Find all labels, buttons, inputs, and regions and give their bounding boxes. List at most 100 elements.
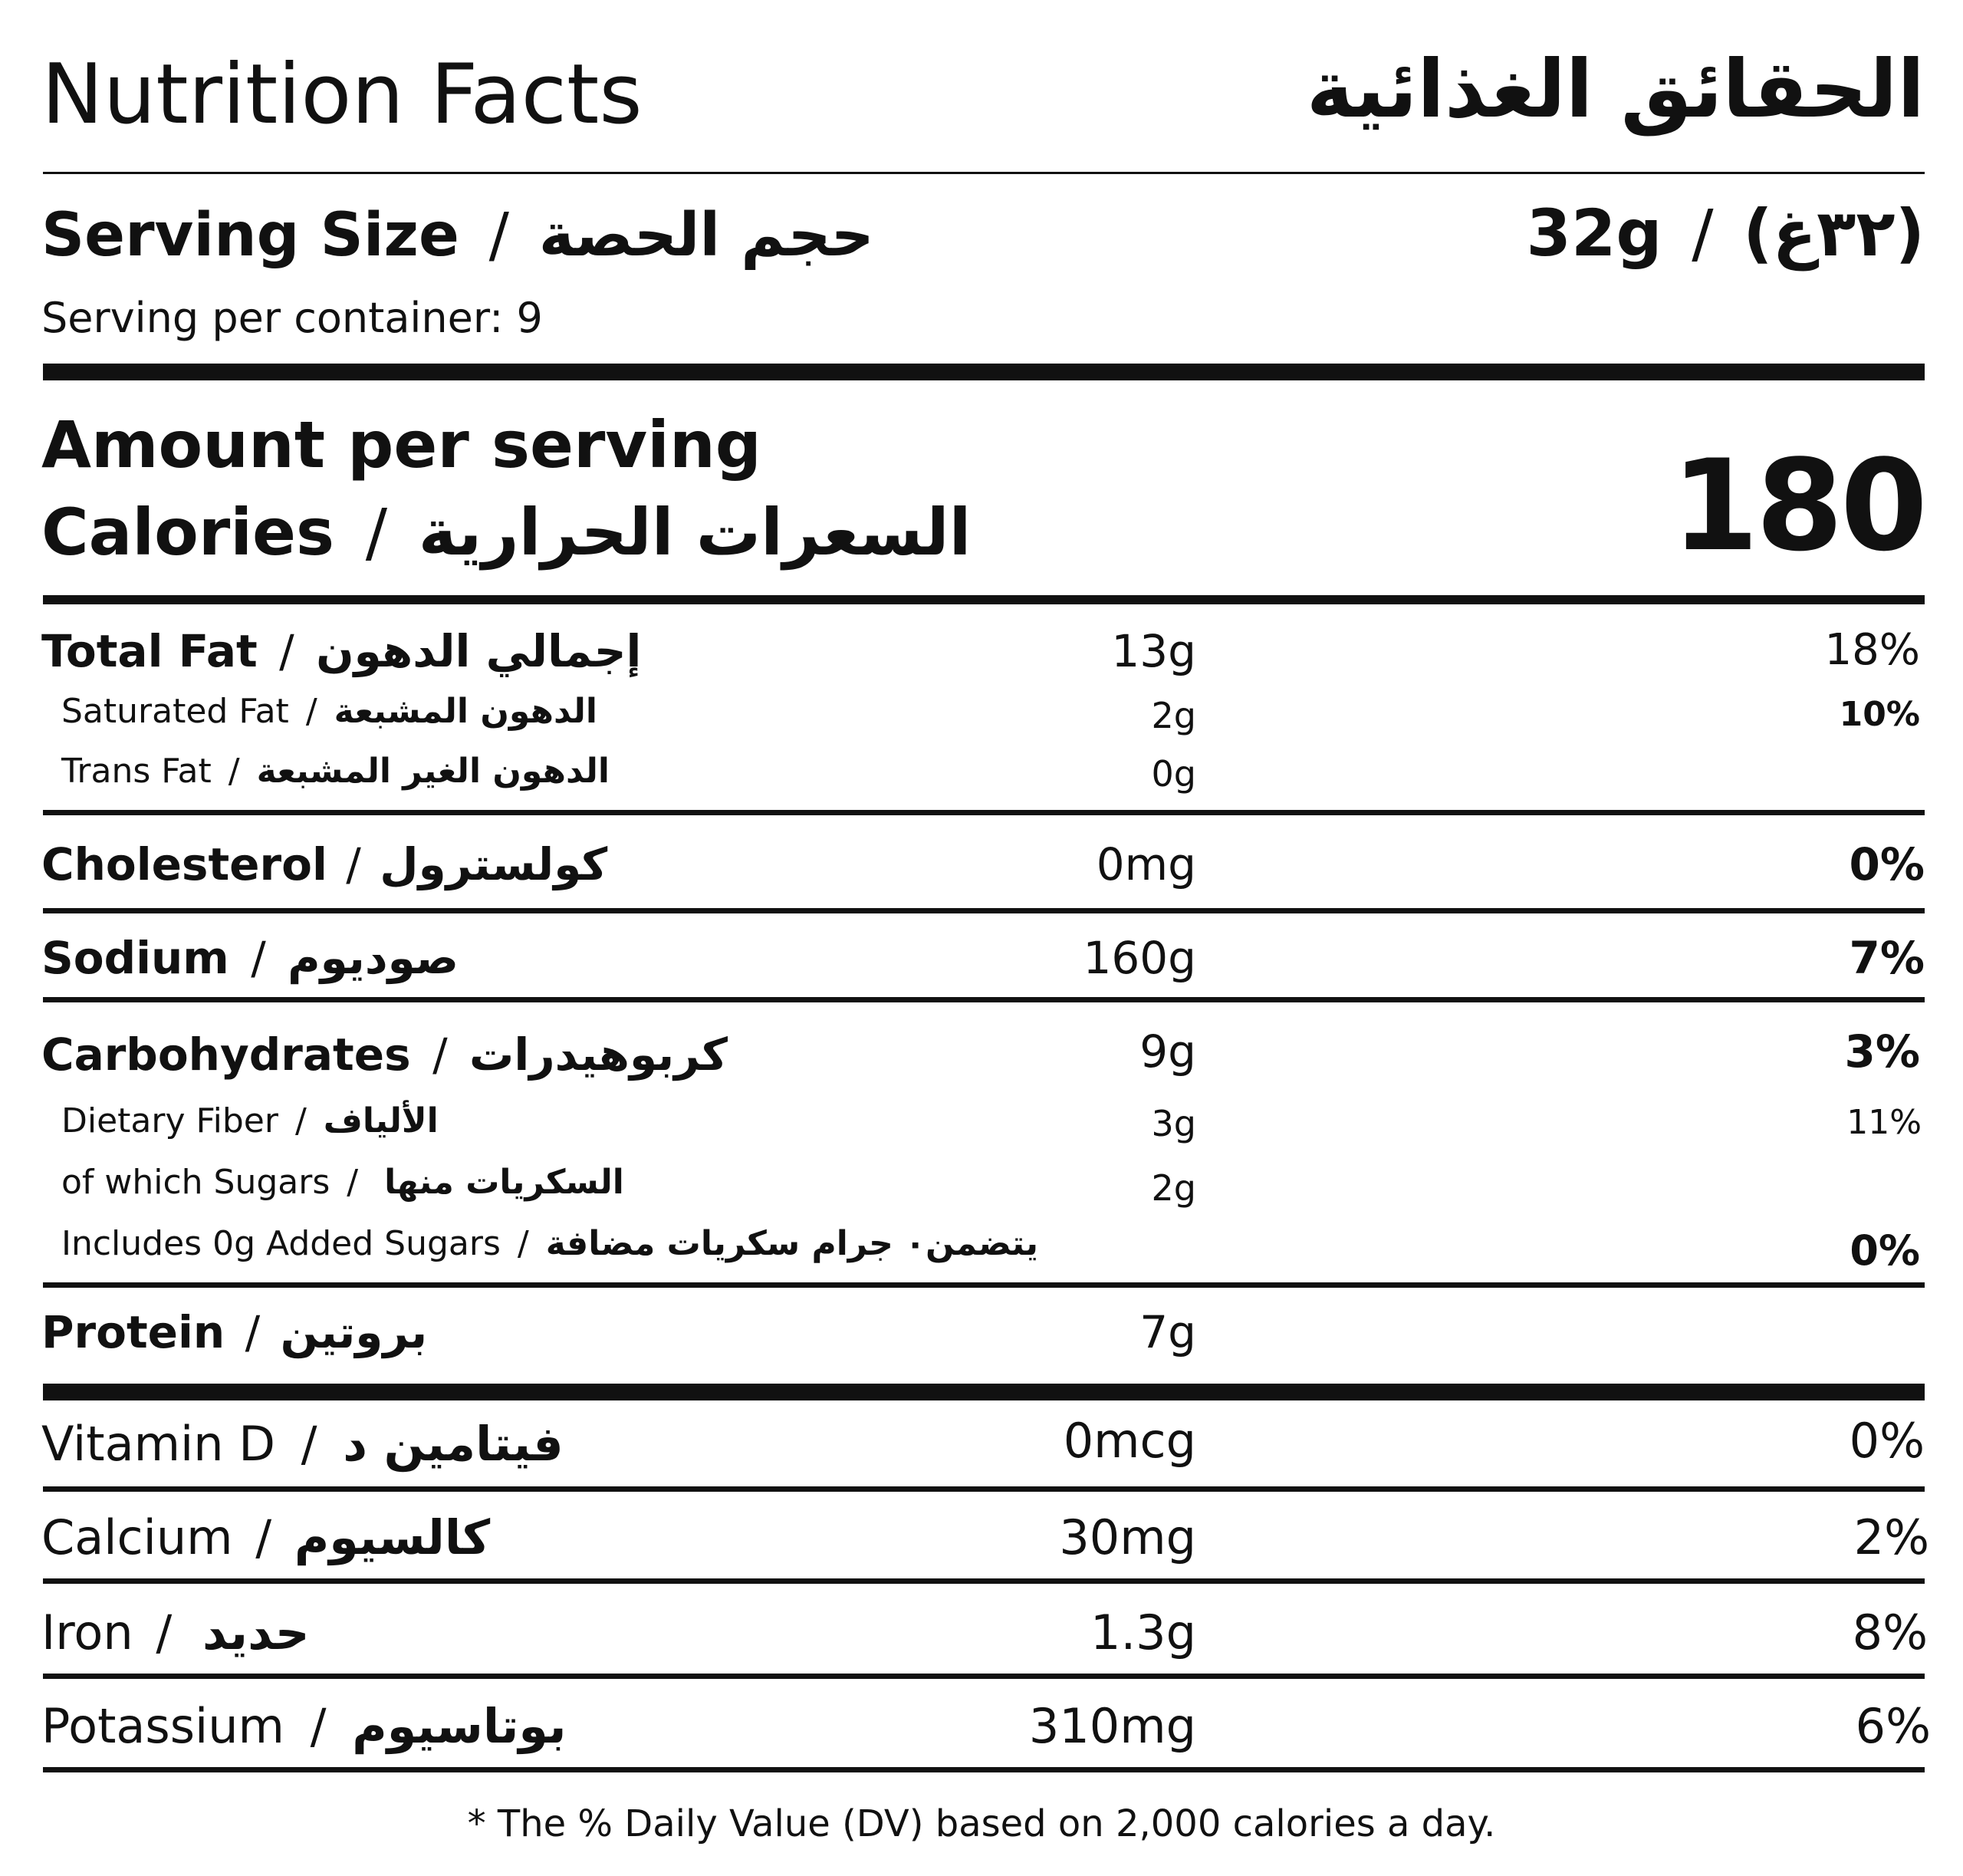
iron-label-en: Iron [41,1604,133,1660]
serving-size-value-en: 32g [1526,196,1662,271]
title-en: Nutrition Facts [41,47,643,143]
vitamin-d-label-en: Vitamin D [41,1416,275,1472]
serving-size-value-row: 32g / (٣٢غ) [1527,201,1925,265]
saturated-fat-separator: / [305,692,317,731]
sugars-amount: 2g [1151,1167,1196,1209]
trans-fat-label-en: Trans Fat [61,752,212,791]
added-sugars-label: Includes 0g Added Sugars / يتضمن٠ جرام س… [61,1227,1038,1261]
carbohydrates-dv: 3% [1844,1025,1920,1078]
carbohydrates-label-ar: كربوهيدرات [469,1029,728,1081]
carbohydrates-label-en: Carbohydrates [41,1029,411,1081]
potassium-label: Potassium / بوتاسيوم [41,1703,567,1750]
iron-dv: 8% [1852,1604,1928,1660]
sodium-divider [43,997,1925,1002]
daily-value-footnote: * The % Daily Value (DV) based on 2,000 … [467,1802,1496,1845]
carbohydrates-separator: / [432,1029,448,1081]
dietary-fiber-amount: 3g [1151,1103,1196,1144]
trans-fat-amount: 0g [1151,753,1196,795]
vitamin-d-separator: / [301,1416,317,1472]
serving-size-separator: / [488,201,509,270]
potassium-label-en: Potassium [41,1698,284,1754]
potassium-dv: 6% [1855,1698,1931,1754]
total-fat-separator: / [279,625,294,677]
added-sugars-label-en: Includes 0g Added Sugars [61,1224,501,1263]
total-fat-label-en: Total Fat [41,625,258,677]
protein-divider [43,1384,1925,1400]
calories-row: Calories / السعرات الحرارية [41,500,971,564]
cholesterol-label-en: Cholesterol [41,838,327,890]
protein-label: Protein / بروتين [41,1310,427,1354]
serving-divider [43,364,1925,380]
calories-separator: / [365,495,388,570]
calcium-divider [43,1578,1925,1584]
serving-size-value-ar: (٣٢غ) [1743,196,1925,271]
vitamin-d-label: Vitamin D / فيتامين د [41,1420,564,1468]
cholesterol-separator: / [346,838,361,890]
calories-label-en: Calories [41,495,335,570]
carbohydrates-divider [43,1282,1925,1288]
vitamin-d-label-ar: فيتامين د [343,1416,564,1472]
calcium-label-ar: كالسيوم [294,1509,491,1565]
iron-separator: / [156,1604,173,1660]
dietary-fiber-label: Dietary Fiber / الألياف [61,1104,439,1138]
calcium-label-en: Calcium [41,1509,233,1565]
total-fat-dv: 18% [1824,625,1920,675]
sodium-separator: / [251,932,266,984]
potassium-label-ar: بوتاسيوم [352,1698,567,1754]
title-ar: الحقائق الغذائية [1306,42,1925,136]
dietary-fiber-label-ar: الألياف [323,1101,439,1140]
sugars-label-ar: السكريات منها [384,1163,624,1202]
saturated-fat-label-en: Saturated Fat [61,692,289,731]
serving-size-value-separator: / [1692,196,1714,271]
protein-label-ar: بروتين [280,1306,428,1358]
sodium-amount: 160g [1083,932,1196,984]
saturated-fat-label-ar: الدهون المشبعة [334,692,597,731]
calcium-separator: / [255,1509,272,1565]
added-sugars-separator: / [517,1224,529,1263]
saturated-fat-amount: 2g [1151,695,1196,736]
calcium-dv: 2% [1853,1509,1929,1565]
total-fat-label-ar: إجمالي الدهون [316,625,642,677]
total-fat-label: Total Fat / إجمالي الدهون [41,629,641,673]
potassium-divider [43,1767,1925,1772]
sodium-label: Sodium / صوديوم [41,936,459,980]
total-fat-amount: 13g [1111,625,1196,677]
serving-size-label-ar: حجم الحصة [538,201,874,270]
calories-label-ar: السعرات الحرارية [418,495,972,570]
vitamin-d-divider [43,1486,1925,1492]
potassium-separator: / [310,1698,327,1754]
sugars-label: of which Sugars / السكريات منها [61,1166,624,1200]
protein-separator: / [245,1306,261,1358]
servings-per-container: Serving per container: 9 [41,294,543,342]
iron-divider [43,1674,1925,1679]
iron-label: Iron / حديد [41,1609,310,1657]
added-sugars-label-ar: يتضمن٠ جرام سكريات مضافة [545,1224,1038,1263]
cholesterol-divider [43,908,1925,913]
protein-label-en: Protein [41,1306,225,1358]
saturated-fat-label: Saturated Fat / الدهون المشبعة [61,695,597,729]
calories-value: 180 [1671,433,1928,579]
sugars-separator: / [347,1163,359,1202]
trans-fat-separator: / [228,752,240,791]
calcium-label: Calcium / كالسيوم [41,1514,490,1562]
cholesterol-amount: 0mg [1096,838,1196,890]
amount-per-serving: Amount per serving [41,407,761,482]
vitamin-d-amount: 0mcg [1063,1413,1196,1469]
iron-label-ar: حديد [202,1604,310,1660]
saturated-fat-dv: 10% [1839,695,1920,734]
carbohydrates-amount: 9g [1139,1025,1196,1078]
serving-size-row: Serving Size / حجم الحصة [41,206,874,265]
sodium-dv: 7% [1849,932,1925,984]
trans-fat-label-ar: الدهون الغير المشبعة [256,752,610,791]
sodium-label-en: Sodium [41,932,229,984]
fat-divider [43,810,1925,815]
dietary-fiber-dv: 11% [1846,1103,1922,1142]
cholesterol-dv: 0% [1849,838,1925,890]
protein-amount: 7g [1139,1306,1196,1358]
dietary-fiber-separator: / [294,1101,307,1140]
dietary-fiber-label-en: Dietary Fiber [61,1101,278,1140]
serving-size-label-en: Serving Size [41,201,459,270]
added-sugars-dv: 0% [1850,1226,1920,1275]
carbohydrates-label: Carbohydrates / كربوهيدرات [41,1032,728,1077]
vitamin-d-dv: 0% [1849,1413,1925,1469]
